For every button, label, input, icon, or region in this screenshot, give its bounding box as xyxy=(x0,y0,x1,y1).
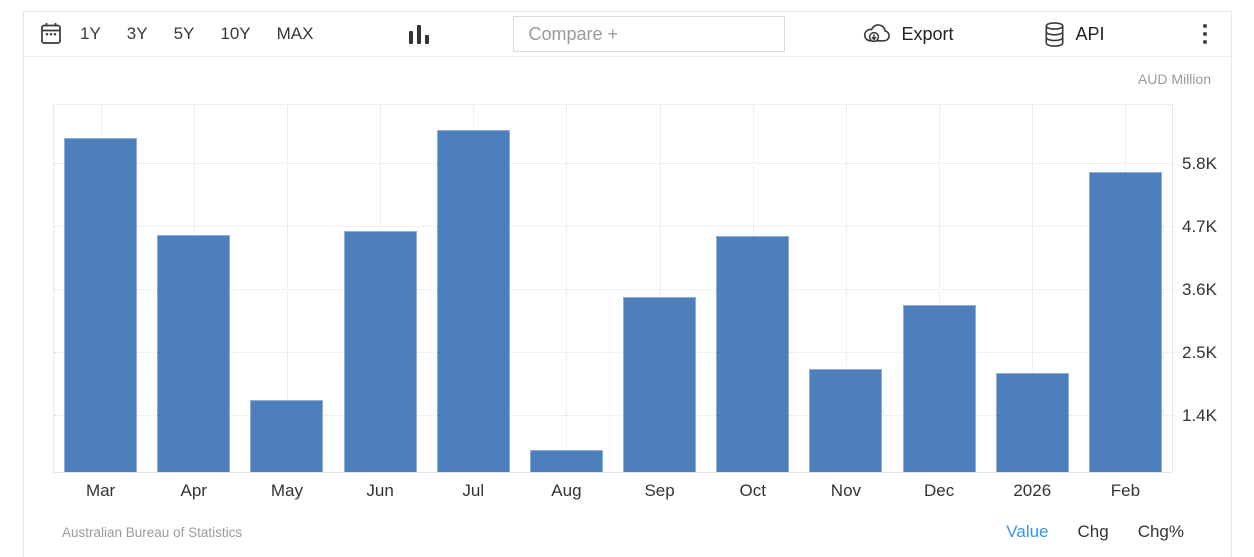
v-gridline xyxy=(286,105,288,472)
bar-chart-icon xyxy=(409,24,430,44)
x-axis-label: May xyxy=(270,481,303,500)
chart-widget: 1Y 3Y 5Y 10Y MAX Export xyxy=(23,11,1232,557)
x-axis-label: Feb xyxy=(1110,481,1141,500)
x-axis-label: Nov xyxy=(830,481,862,500)
v-gridline xyxy=(1032,105,1034,472)
range-button-10y[interactable]: 10Y xyxy=(220,24,251,43)
v-gridline xyxy=(939,105,941,472)
x-axis-label: Jun xyxy=(366,481,394,500)
export-button-label: Export xyxy=(901,23,954,44)
cloud-download-icon xyxy=(861,22,892,46)
footer-link-value[interactable]: Value xyxy=(1006,522,1049,541)
x-axis-label: Mar xyxy=(85,481,116,500)
y-axis-tick-label: 2.5K xyxy=(1182,343,1217,363)
chart-toolbar: 1Y 3Y 5Y 10Y MAX Export xyxy=(24,12,1231,57)
footer-link-chg-pct[interactable]: Chg% xyxy=(1137,522,1184,541)
range-button-max[interactable]: MAX xyxy=(276,24,314,43)
x-axis-label: Sep xyxy=(644,481,675,500)
database-icon xyxy=(1042,21,1067,48)
bar-mar[interactable] xyxy=(64,137,138,472)
h-gridline xyxy=(54,415,1172,417)
bar-jun[interactable] xyxy=(343,231,417,472)
y-axis-tick-label: 4.7K xyxy=(1182,216,1217,236)
bar-apr[interactable] xyxy=(157,235,231,472)
bar-aug[interactable] xyxy=(529,450,603,472)
source-attribution: Australian Bureau of Statistics xyxy=(62,525,243,540)
range-button-3y[interactable]: 3Y xyxy=(126,24,148,43)
footer-link-chg[interactable]: Chg xyxy=(1077,522,1109,541)
h-gridline xyxy=(54,288,1172,290)
compare-input[interactable] xyxy=(513,16,786,52)
bar-feb[interactable] xyxy=(1088,171,1162,472)
x-axis-label: Dec xyxy=(923,481,955,500)
axis-unit-label: AUD Million xyxy=(1137,71,1211,87)
kebab-menu-icon xyxy=(1203,24,1207,44)
export-button[interactable]: Export xyxy=(861,22,954,46)
bar-2026[interactable] xyxy=(995,372,1069,472)
h-gridline xyxy=(54,352,1172,354)
x-axis-label: Jul xyxy=(462,481,485,500)
calendar-icon xyxy=(38,20,64,48)
date-range-selector: 1Y 3Y 5Y 10Y MAX xyxy=(80,24,313,44)
chart-type-button[interactable] xyxy=(409,24,430,44)
h-gridline xyxy=(54,162,1172,164)
bar-may[interactable] xyxy=(250,400,324,472)
v-gridline xyxy=(659,105,661,472)
y-axis-tick-label: 3.6K xyxy=(1182,279,1217,299)
more-options-button[interactable] xyxy=(1195,20,1215,48)
bar-jul[interactable] xyxy=(436,129,510,472)
range-button-1y[interactable]: 1Y xyxy=(80,24,101,43)
v-gridline xyxy=(845,105,847,472)
h-gridline xyxy=(54,225,1172,227)
api-button[interactable]: API xyxy=(1042,21,1105,48)
v-gridline xyxy=(566,105,568,472)
api-button-label: API xyxy=(1075,23,1105,44)
bar-oct[interactable] xyxy=(716,235,790,472)
series-mode-switcher: Value Chg Chg% xyxy=(1006,522,1184,542)
x-axis-label: Apr xyxy=(180,481,207,500)
x-axis-label: 2026 xyxy=(1013,481,1052,500)
bar-dec[interactable] xyxy=(902,304,976,472)
bar-nov[interactable] xyxy=(809,369,883,472)
x-axis-label: Oct xyxy=(739,481,766,500)
plot-area: 1.4K 2.5K 3.6K 4.7K 5.8K Mar Apr May Jun Jul Aug Se… xyxy=(53,104,1217,500)
bar-sep[interactable] xyxy=(623,296,697,472)
range-button-5y[interactable]: 5Y xyxy=(173,24,195,43)
y-axis-tick-label: 1.4K xyxy=(1182,406,1217,426)
y-axis-tick-label: 5.8K xyxy=(1182,153,1217,173)
x-axis-label: Aug xyxy=(551,481,582,500)
calendar-date-range-button[interactable] xyxy=(38,20,64,48)
